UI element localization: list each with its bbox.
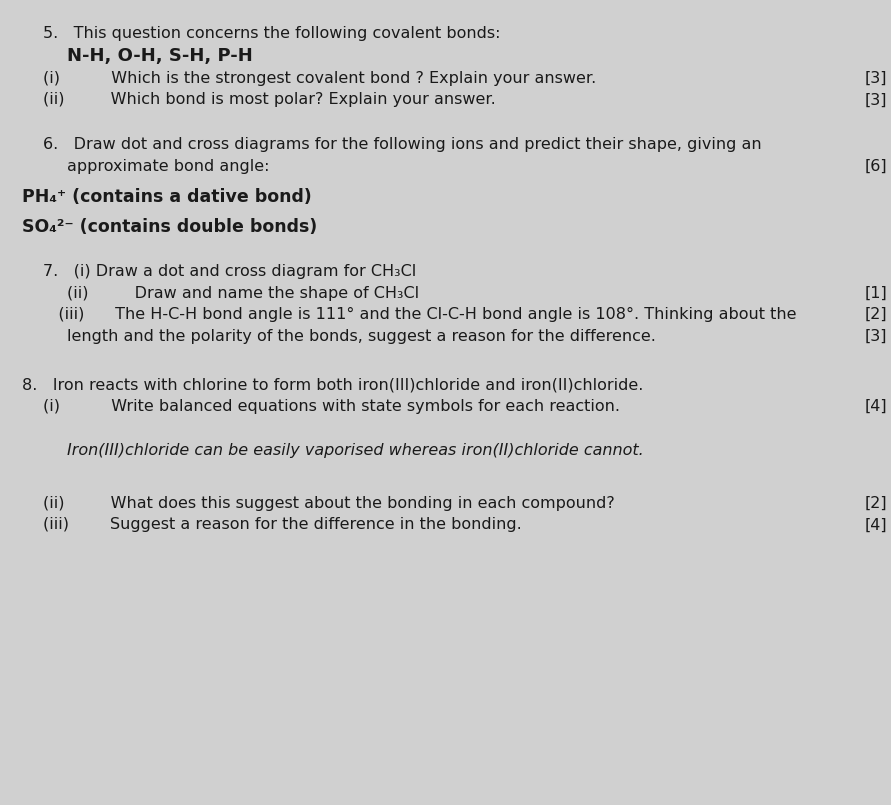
Text: [4]: [4] bbox=[864, 518, 887, 532]
Text: [2]: [2] bbox=[864, 496, 887, 510]
Text: length and the polarity of the bonds, suggest a reason for the difference.: length and the polarity of the bonds, su… bbox=[67, 329, 656, 344]
Text: approximate bond angle:: approximate bond angle: bbox=[67, 159, 269, 174]
Text: (ii)         Which bond is most polar? Explain your answer.: (ii) Which bond is most polar? Explain y… bbox=[43, 93, 495, 107]
Text: 5.   This question concerns the following covalent bonds:: 5. This question concerns the following … bbox=[43, 27, 500, 41]
Text: [1]: [1] bbox=[864, 286, 887, 300]
Text: 8.   Iron reacts with chlorine to form both iron(III)chloride and iron(II)chlori: 8. Iron reacts with chlorine to form bot… bbox=[22, 378, 643, 392]
Text: (i)          Which is the strongest covalent bond ? Explain your answer.: (i) Which is the strongest covalent bond… bbox=[43, 71, 596, 85]
Text: [3]: [3] bbox=[864, 93, 887, 107]
Text: 6.   Draw dot and cross diagrams for the following ions and predict their shape,: 6. Draw dot and cross diagrams for the f… bbox=[43, 138, 762, 152]
Text: (i)          Write balanced equations with state symbols for each reaction.: (i) Write balanced equations with state … bbox=[43, 399, 620, 414]
Text: 7.   (i) Draw a dot and cross diagram for CH₃Cl: 7. (i) Draw a dot and cross diagram for … bbox=[43, 264, 416, 279]
Text: N-H, O-H, S-H, P-H: N-H, O-H, S-H, P-H bbox=[67, 47, 252, 65]
Text: Iron(III)chloride can be easily vaporised whereas iron(II)chloride cannot.: Iron(III)chloride can be easily vaporise… bbox=[67, 444, 643, 458]
Text: [3]: [3] bbox=[864, 329, 887, 344]
Text: [6]: [6] bbox=[864, 159, 887, 174]
Text: (iii)      The H-C-H bond angle is 111° and the Cl-C-H bond angle is 108°. Think: (iii) The H-C-H bond angle is 111° and t… bbox=[43, 308, 797, 322]
Text: [2]: [2] bbox=[864, 308, 887, 322]
Text: [4]: [4] bbox=[864, 399, 887, 414]
Text: (iii)        Suggest a reason for the difference in the bonding.: (iii) Suggest a reason for the differenc… bbox=[43, 518, 521, 532]
Text: (ii)         What does this suggest about the bonding in each compound?: (ii) What does this suggest about the bo… bbox=[43, 496, 615, 510]
Text: SO₄²⁻ (contains double bonds): SO₄²⁻ (contains double bonds) bbox=[22, 218, 317, 236]
Text: PH₄⁺ (contains a dative bond): PH₄⁺ (contains a dative bond) bbox=[22, 188, 312, 206]
Text: (ii)         Draw and name the shape of CH₃Cl: (ii) Draw and name the shape of CH₃Cl bbox=[67, 286, 419, 300]
Text: [3]: [3] bbox=[864, 71, 887, 85]
